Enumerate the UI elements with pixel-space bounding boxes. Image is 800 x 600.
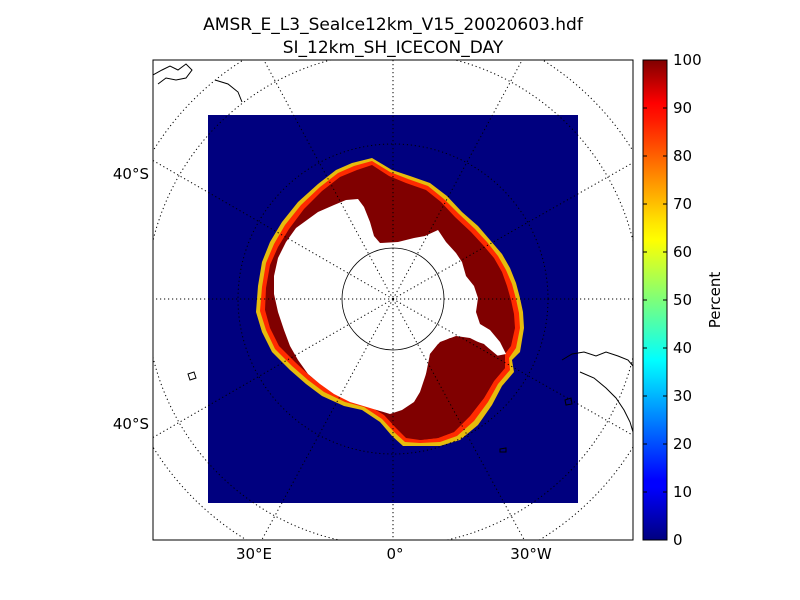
colorbar-tick-label: 50 <box>673 291 692 309</box>
colorbar-tick-label: 60 <box>673 243 692 261</box>
colorbar-tick-label: 40 <box>673 339 692 357</box>
colorbar-tick-label: 100 <box>673 51 702 69</box>
meridian-label-30w: 30°W <box>510 545 552 563</box>
colorbar: 0 10 20 30 40 50 60 70 80 90 100 Percent <box>642 51 724 549</box>
africa-tip <box>214 79 243 103</box>
south-america-coast <box>561 351 633 433</box>
island-right <box>564 397 573 406</box>
map-content <box>153 60 633 540</box>
colorbar-tick-label: 0 <box>673 531 683 549</box>
parallel-label-upper: 40°S <box>113 165 149 183</box>
peninsula-ice <box>410 336 505 440</box>
colorbar-label: Percent <box>706 272 724 329</box>
parallel-labels: 40°S 40°S <box>113 165 149 433</box>
meridian-30w <box>392 298 525 540</box>
colorbar-tick-label: 20 <box>673 435 692 453</box>
map-plot <box>152 59 634 541</box>
island-left <box>187 371 197 381</box>
meridian-label-30e: 30°E <box>236 545 272 563</box>
colorbar-tick-label: 80 <box>673 147 692 165</box>
chart-subtitle: SI_12km_SH_ICECON_DAY <box>283 38 504 58</box>
meridian-labels: 30°E 0° 30°W <box>236 545 552 563</box>
colorbar-tick-label: 30 <box>673 387 692 405</box>
colorbar-tick-label: 10 <box>673 483 692 501</box>
colorbar-tick-label: 70 <box>673 195 692 213</box>
meridian-60e <box>153 298 394 439</box>
meridian-150w <box>392 60 523 300</box>
meridian-30e <box>261 298 394 540</box>
meridian-150e <box>263 60 394 300</box>
colorbar-tick-label: 90 <box>673 99 692 117</box>
chart-title: AMSR_E_L3_SeaIce12km_V15_20020603.hdf <box>203 15 584 35</box>
africa-coast <box>153 63 193 85</box>
meridian-label-0: 0° <box>386 545 403 563</box>
map-frame <box>152 59 634 541</box>
parallel-label-lower: 40°S <box>113 415 149 433</box>
island-small <box>499 447 507 453</box>
coastlines <box>153 63 633 453</box>
graticule <box>153 60 633 540</box>
colorbar-ticks: 0 10 20 30 40 50 60 70 80 90 100 <box>643 51 702 549</box>
meridian-120e <box>153 159 394 300</box>
